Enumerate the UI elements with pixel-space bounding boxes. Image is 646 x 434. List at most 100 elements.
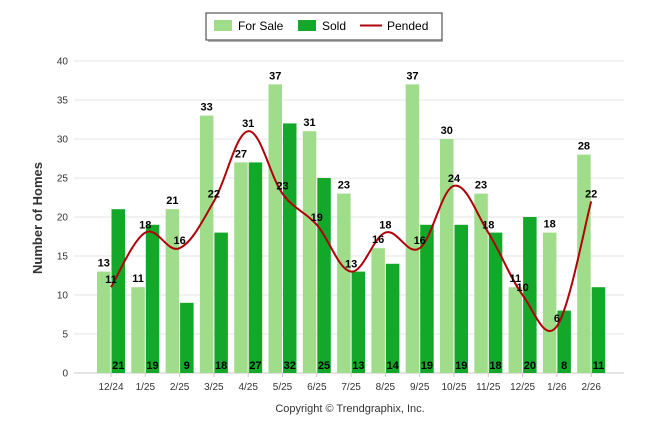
bar-for-sale[interactable] [97,271,111,373]
label-for-sale: 23 [475,180,487,192]
label-for-sale: 11 [510,273,522,285]
bar-for-sale[interactable] [234,162,248,373]
x-tick-label: 11/25 [476,382,501,393]
x-tick-label: 4/25 [238,382,258,393]
y-tick-label: 30 [57,135,69,146]
legend-box [205,12,443,41]
y-tick-label: 15 [57,252,69,263]
bar-sold[interactable] [214,232,228,373]
y-tick-label: 25 [57,174,69,185]
label-for-sale: 21 [166,195,178,207]
bar-sold[interactable] [385,263,400,373]
bar-for-sale[interactable] [577,154,591,373]
data-labels: 13 21 11 11 19 18 21 9 16 33 18 22 27 27 31 37 32 23 31 25 1… [98,70,605,372]
label-sold: 13 [352,360,364,372]
bar-for-sale[interactable] [131,287,145,373]
legend[interactable]: For Sale Sold Pended [205,12,443,42]
x-tick-label: 7/25 [341,382,361,393]
legend-swatch-for-sale[interactable] [214,20,232,31]
y-tick-label: 40 [57,57,69,68]
label-for-sale: 33 [201,102,213,114]
x-tick-label: 2/26 [581,382,601,393]
label-pended: 22 [585,188,597,200]
bars [97,84,606,374]
label-sold: 18 [215,360,227,372]
label-for-sale: 37 [406,70,418,82]
bar-for-sale[interactable] [302,131,317,373]
label-sold: 11 [593,360,605,372]
y-tick-label: 10 [57,291,69,302]
label-sold: 32 [284,360,296,372]
label-pended: 18 [482,220,494,232]
bar-sold[interactable] [557,310,571,373]
x-axis: 12/24 1/25 2/25 3/25 4/25 5/25 6/25 7/25 8/25 9/2… [98,373,601,393]
label-for-sale: 13 [98,258,110,270]
pended-line[interactable] [110,130,593,332]
legend-label-pended[interactable]: Pended [387,19,428,33]
label-pended: 24 [448,173,461,185]
x-tick-label: 2/25 [170,382,190,393]
x-tick-label: 9/25 [410,382,430,393]
bar-sold[interactable] [111,209,126,373]
y-tick-label: 35 [57,96,69,107]
bar-for-sale[interactable] [165,209,180,373]
label-sold: 21 [112,360,124,372]
x-tick-label: 12/25 [510,382,535,393]
label-pended: 10 [516,282,528,294]
bar-for-sale[interactable] [371,248,385,373]
y-tick-label: 0 [62,369,68,380]
bar-for-sale[interactable] [199,115,214,373]
x-tick-label: 12/24 [98,382,123,393]
bar-sold[interactable] [351,271,366,373]
label-sold: 19 [421,360,433,372]
legend-label-for-sale[interactable]: For Sale [238,19,284,33]
label-sold: 18 [489,360,501,372]
y-tick-label: 5 [62,330,68,341]
bar-for-sale[interactable] [542,232,557,373]
y-axis: 0 5 10 15 20 25 30 35 40 [57,57,69,380]
label-sold: 27 [249,360,261,372]
bar-sold[interactable] [420,224,434,373]
bar-for-sale[interactable] [268,84,283,374]
label-sold: 25 [318,360,330,372]
legend-label-sold[interactable]: Sold [322,19,346,33]
label-sold: 8 [561,360,567,372]
bar-sold[interactable] [283,123,297,374]
bar-sold[interactable] [488,232,503,373]
label-pended: 6 [554,313,560,325]
bar-for-sale[interactable] [474,193,488,373]
bar-sold[interactable] [591,287,606,373]
bar-sold[interactable] [454,224,469,373]
label-for-sale: 27 [235,148,247,160]
bar-sold[interactable] [523,217,537,373]
x-tick-label: 1/25 [136,382,156,393]
label-sold: 14 [387,360,400,372]
bar-sold[interactable] [180,302,194,373]
bar-sold[interactable] [145,224,160,373]
label-sold: 19 [146,360,158,372]
y-axis-title: Number of Homes [30,162,45,274]
label-for-sale: 28 [578,141,590,153]
label-pended: 16 [173,235,185,247]
label-pended: 23 [276,181,288,193]
label-pended: 18 [379,220,391,232]
bar-for-sale[interactable] [508,287,523,373]
label-pended: 19 [311,212,323,224]
label-pended: 16 [414,235,426,247]
x-tick-label: 5/25 [273,382,293,393]
label-sold: 19 [455,360,467,372]
bar-sold[interactable] [317,178,331,373]
label-for-sale: 18 [544,219,556,231]
x-tick-label: 3/25 [204,382,224,393]
legend-swatch-sold[interactable] [298,20,316,31]
label-for-sale: 30 [441,125,453,137]
x-tick-label: 10/25 [441,382,466,393]
label-pended: 22 [208,188,220,200]
bar-for-sale[interactable] [405,84,420,374]
bar-sold[interactable] [248,162,263,373]
pended-line-group [110,130,593,332]
label-for-sale: 16 [372,234,384,246]
bar-for-sale[interactable] [337,193,351,373]
label-for-sale: 31 [303,117,315,129]
label-for-sale: 23 [338,180,350,192]
